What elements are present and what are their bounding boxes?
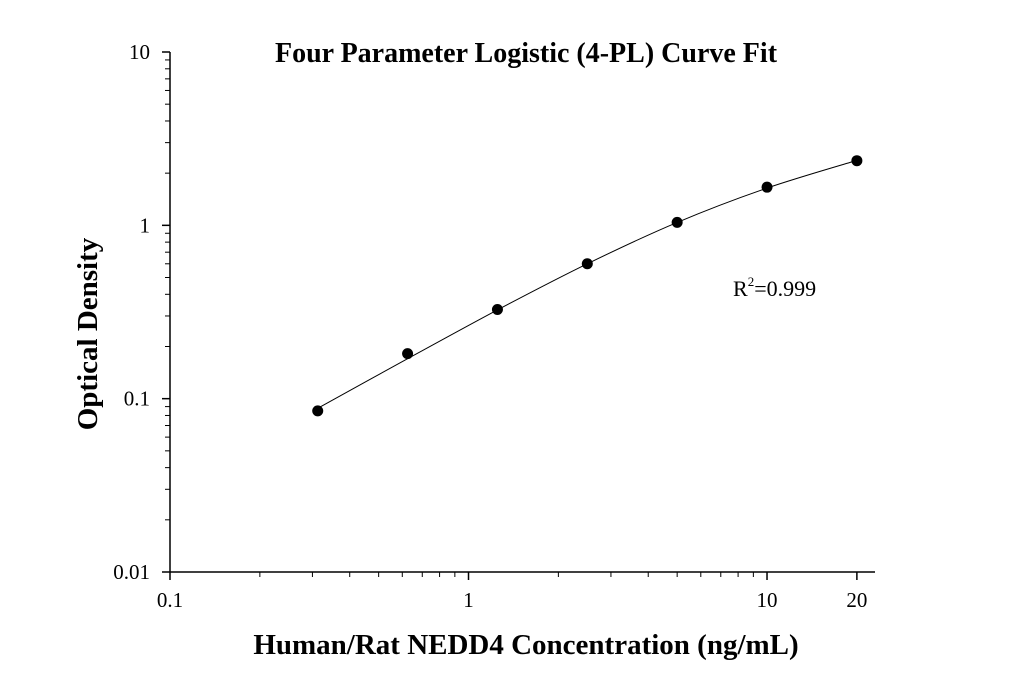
y-tick-label: 0.1 — [124, 387, 150, 411]
r-squared-value: =0.999 — [754, 276, 816, 301]
y-tick-label: 0.01 — [113, 560, 150, 584]
x-axis-label: Human/Rat NEDD4 Concentration (ng/mL) — [253, 629, 798, 661]
data-points — [312, 155, 863, 417]
data-point — [761, 181, 773, 193]
chart-title: Four Parameter Logistic (4-PL) Curve Fit — [275, 38, 778, 69]
x-tick-label: 0.1 — [157, 588, 183, 612]
x-tick-label: 20 — [846, 588, 867, 612]
y-axis-label: Optical Density — [72, 237, 104, 430]
y-tick-label: 10 — [129, 40, 150, 64]
data-point — [491, 303, 503, 315]
y-axis-ticks: 0.01 0.1 1 10 — [113, 40, 170, 584]
x-tick-label: 10 — [757, 588, 778, 612]
data-point — [851, 155, 863, 167]
x-tick-label: 1 — [463, 588, 474, 612]
axes — [169, 52, 875, 573]
data-point — [312, 405, 324, 417]
data-point — [581, 258, 593, 270]
r-squared-superscript: 2 — [748, 274, 755, 289]
x-axis-ticks: 0.1 1 10 20 — [157, 572, 867, 612]
data-point — [671, 216, 683, 228]
data-point — [402, 348, 414, 360]
r-squared-base: R — [733, 276, 748, 301]
r-squared-annotation: R2=0.999 — [733, 274, 816, 301]
y-tick-label: 1 — [140, 213, 151, 237]
